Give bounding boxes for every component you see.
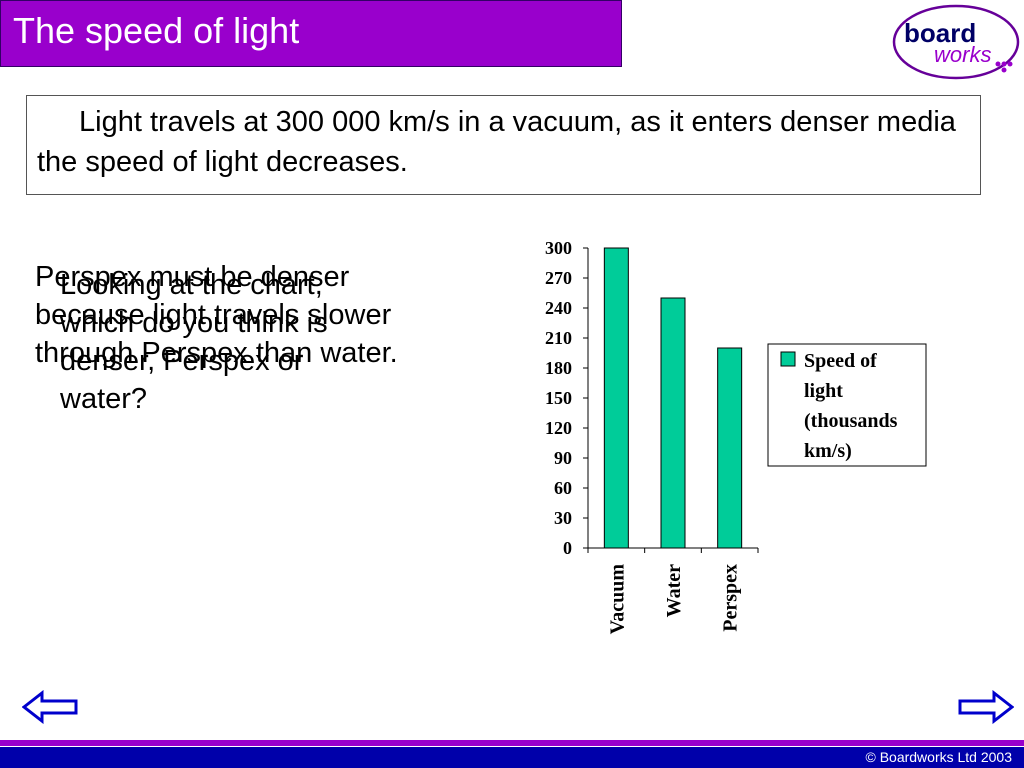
- y-tick-label: 90: [554, 448, 572, 468]
- y-tick-label: 180: [545, 358, 572, 378]
- copyright-text: © Boardworks Ltd 2003: [865, 749, 1012, 765]
- x-tick-label: Vacuum: [606, 564, 628, 635]
- bar-vacuum: [603, 247, 629, 549]
- y-tick-label: 60: [554, 478, 572, 498]
- question-text: Looking at the chart, which do you think…: [60, 269, 328, 415]
- bar-perspex: [717, 347, 743, 549]
- speed-chart: 0 30 60 90 120 150 180 210 240 270 300 Vacuum Water…: [545, 238, 927, 635]
- y-tick-label: 270: [545, 268, 572, 288]
- right-arrow-icon[interactable]: [958, 690, 1014, 724]
- y-axis: 0 30 60 90 120 150 180 210 240 270 300: [545, 238, 589, 558]
- y-tick-label: 30: [554, 508, 572, 528]
- legend-label-line: km/s): [804, 440, 852, 462]
- intro-text: Light travels at 300 000 km/s in a vacuu…: [37, 106, 956, 178]
- y-tick-label: 120: [545, 418, 572, 438]
- bars: [603, 247, 743, 549]
- legend-label-line: light: [804, 380, 843, 402]
- x-tick-label: Perspex: [720, 564, 742, 632]
- y-tick-label: 0: [563, 538, 572, 558]
- y-tick-label: 240: [545, 298, 572, 318]
- page-title: The speed of light: [13, 10, 300, 51]
- legend-label-line: Speed of: [804, 350, 877, 372]
- legend-label-line: (thousands: [804, 410, 898, 432]
- bar-water: [660, 297, 686, 549]
- answer-text: Perspex must be denser because light tra…: [35, 261, 398, 369]
- intro-box: Light travels at 300 000 km/s in a vacuu…: [26, 95, 981, 195]
- y-tick-label: 210: [545, 328, 572, 348]
- title-bar: The speed of light: [0, 0, 622, 67]
- chart-legend: Speed of light (thousands km/s): [767, 343, 927, 467]
- x-tick-label: Water: [663, 564, 685, 617]
- legend-swatch: [780, 351, 796, 367]
- x-axis: Vacuum Water Perspex: [587, 547, 759, 635]
- boardworks-logo: board works: [892, 4, 1020, 80]
- footer-bar: © Boardworks Ltd 2003: [0, 747, 1024, 768]
- y-tick-label: 150: [545, 388, 572, 408]
- logo-word-board: board: [904, 18, 976, 48]
- footer-line: [0, 740, 1024, 746]
- logo-word-works: works: [934, 42, 991, 67]
- left-arrow-icon[interactable]: [22, 690, 78, 724]
- y-tick-label: 300: [545, 238, 572, 258]
